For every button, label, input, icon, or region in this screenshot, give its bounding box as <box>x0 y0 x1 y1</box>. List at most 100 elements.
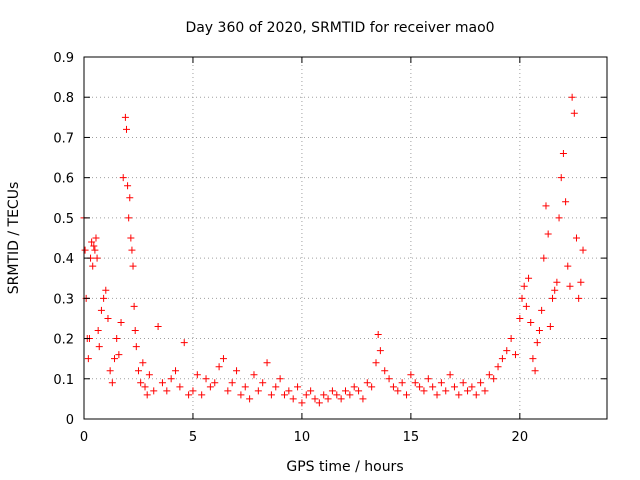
data-point <box>442 387 450 395</box>
data-point <box>111 355 119 363</box>
data-point <box>92 234 100 242</box>
data-point <box>429 383 437 391</box>
y-tick-label: 0.2 <box>53 333 74 348</box>
data-point <box>145 371 153 379</box>
data-point <box>522 302 530 310</box>
data-point <box>267 391 275 399</box>
data-point <box>450 383 458 391</box>
data-point <box>97 306 105 314</box>
data-point <box>320 391 328 399</box>
data-point <box>113 335 121 343</box>
x-tick-label: 0 <box>80 430 88 445</box>
data-point <box>272 383 280 391</box>
data-point <box>531 367 539 375</box>
data-point <box>464 387 472 395</box>
data-point <box>437 379 445 387</box>
data-point <box>139 359 147 367</box>
data-point <box>185 391 193 399</box>
y-tick-label: 0 <box>66 413 74 428</box>
data-point <box>121 113 129 121</box>
data-point <box>472 391 480 399</box>
data-point <box>333 391 341 399</box>
data-point <box>224 387 232 395</box>
data-point <box>420 387 428 395</box>
y-tick-label: 0.9 <box>53 51 74 66</box>
data-point <box>572 234 580 242</box>
data-point <box>564 262 572 270</box>
data-point <box>527 318 535 326</box>
data-point <box>124 182 132 190</box>
data-point <box>250 371 258 379</box>
data-point <box>546 322 554 330</box>
data-point <box>141 383 149 391</box>
data-point <box>328 387 336 395</box>
data-point <box>381 367 389 375</box>
y-tick-label: 0.5 <box>53 212 74 227</box>
data-point <box>254 387 262 395</box>
data-point <box>143 391 151 399</box>
data-point <box>246 395 254 403</box>
data-point <box>294 383 302 391</box>
data-point <box>122 125 130 133</box>
axis-ticks: 0 0.1 0.2 0.3 0.4 0.5 0.6 0.7 0.8 0.9 0 5 10 15 20 <box>53 51 607 445</box>
data-point <box>219 355 227 363</box>
data-point <box>568 93 576 101</box>
chart-title: Day 360 of 2020, SRMTID for receiver mao… <box>185 20 494 36</box>
data-point <box>285 387 293 395</box>
grid <box>84 57 607 419</box>
data-point <box>88 238 96 246</box>
data-point <box>389 383 397 391</box>
data-point <box>237 391 245 399</box>
data-point <box>324 395 332 403</box>
data-point <box>529 355 537 363</box>
data-point <box>94 327 102 335</box>
data-point <box>241 383 249 391</box>
data-point <box>359 395 367 403</box>
data-point <box>355 387 363 395</box>
data-point <box>127 234 135 242</box>
data-point <box>167 375 175 383</box>
data-point <box>276 375 284 383</box>
data-point <box>163 387 171 395</box>
data-point <box>108 379 116 387</box>
data-point <box>551 286 559 294</box>
data-point <box>525 274 533 282</box>
x-tick-label: 15 <box>403 430 420 445</box>
data-point <box>89 262 97 270</box>
data-point <box>126 194 134 202</box>
data-point <box>302 391 310 399</box>
data-point <box>193 371 201 379</box>
data-point <box>570 109 578 117</box>
data-point <box>106 367 114 375</box>
data-point <box>416 383 424 391</box>
data-point <box>215 363 223 371</box>
y-tick-label: 0.7 <box>53 131 74 146</box>
data-point <box>518 294 526 302</box>
data-point <box>100 294 108 302</box>
data-point <box>137 379 145 387</box>
y-tick-label: 0.3 <box>53 292 74 307</box>
data-points <box>80 93 587 407</box>
data-point <box>559 150 567 158</box>
data-point <box>115 351 123 359</box>
data-point <box>102 286 110 294</box>
data-point <box>368 383 376 391</box>
data-point <box>129 262 137 270</box>
data-point <box>485 371 493 379</box>
data-point <box>128 246 136 254</box>
data-point <box>511 351 519 359</box>
data-point <box>289 395 297 403</box>
data-point <box>577 278 585 286</box>
data-point <box>538 306 546 314</box>
data-point <box>566 282 574 290</box>
data-point <box>342 387 349 395</box>
data-point <box>198 391 206 399</box>
data-point <box>490 375 498 383</box>
data-point <box>189 387 197 395</box>
data-point <box>424 375 432 383</box>
data-point <box>233 367 241 375</box>
data-point <box>372 359 380 367</box>
data-point <box>90 242 98 250</box>
data-point <box>119 174 127 182</box>
